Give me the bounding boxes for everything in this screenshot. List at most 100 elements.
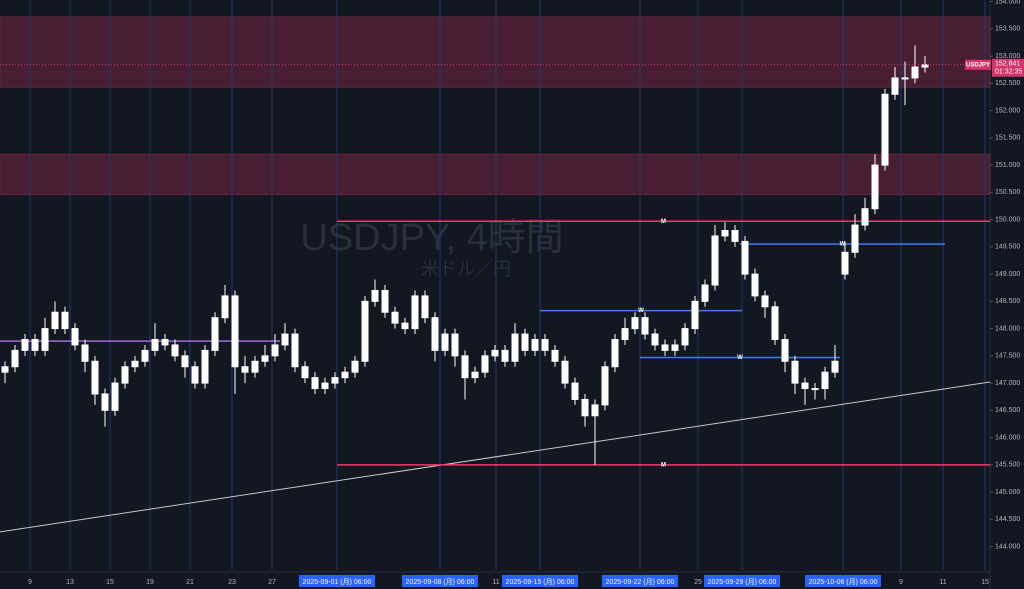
candle-body — [1, 366, 9, 373]
candle-body — [461, 355, 469, 379]
candle-body — [581, 398, 589, 417]
candle-body — [791, 360, 799, 384]
candle-body — [121, 366, 129, 384]
candle-body — [561, 360, 569, 384]
x-tick-highlight — [502, 575, 578, 587]
candle-body — [211, 317, 219, 351]
candle-body — [321, 382, 329, 390]
x-tick-label: 2025-09-08 (月) 06:00 — [406, 578, 475, 586]
candle-body — [171, 344, 179, 357]
zone — [0, 153, 991, 196]
y-tick-label: 148.000 — [995, 325, 1020, 332]
candle-body — [631, 317, 639, 330]
candle-body — [891, 77, 899, 95]
candle-body — [31, 338, 39, 351]
candle-body — [361, 300, 369, 362]
y-tick-label: 146.500 — [995, 407, 1020, 414]
candle-body — [391, 311, 399, 324]
price-tag — [992, 58, 1024, 77]
candle-body — [151, 338, 159, 351]
candle-body — [901, 77, 909, 80]
candle-body — [911, 66, 919, 79]
y-tick-label: 149.500 — [995, 244, 1020, 251]
candle-body — [191, 366, 199, 384]
candle-body — [841, 251, 849, 275]
x-tick-label: 2025-09-15 (月) 06:00 — [506, 578, 575, 586]
y-tick-label: 154.000 — [995, 0, 1020, 5]
watermark-sub: 米ドル／円 — [421, 259, 511, 279]
candle-body — [731, 230, 739, 242]
y-tick-label: 152.500 — [995, 80, 1020, 87]
x-tick-label: 9 — [28, 579, 32, 586]
candle-body — [71, 328, 79, 346]
y-tick-label: 151.500 — [995, 135, 1020, 142]
candle-body — [421, 295, 429, 319]
candle-body — [51, 311, 59, 330]
y-tick-label: 144.000 — [995, 543, 1020, 550]
candle-body — [231, 295, 239, 368]
candle-body — [401, 322, 409, 330]
candle-body — [251, 360, 259, 373]
candle-body — [341, 371, 349, 379]
candle-body — [531, 338, 539, 351]
x-tick-label: 9 — [899, 579, 903, 586]
level-label: W — [638, 308, 644, 314]
candle-body — [651, 333, 659, 346]
y-tick-label: 150.500 — [995, 189, 1020, 196]
x-tick-label: 13 — [66, 579, 74, 586]
candle-body — [541, 338, 549, 351]
candle-body — [751, 273, 759, 297]
candle-body — [771, 306, 779, 340]
candle-body — [721, 230, 729, 237]
x-tick-label: 11 — [939, 579, 946, 586]
candle-body — [311, 377, 319, 390]
y-tick-label: 147.500 — [995, 353, 1020, 360]
candle-body — [831, 360, 839, 373]
candle-body — [281, 333, 289, 346]
candle-body — [761, 295, 769, 308]
x-tick-label: 11 — [492, 579, 499, 586]
candle-body — [701, 284, 709, 302]
x-tick-label: 19 — [146, 579, 154, 586]
candle-body — [501, 349, 509, 362]
candle-body — [241, 366, 249, 373]
y-tick-label: 153.000 — [995, 53, 1020, 60]
y-tick-label: 146.000 — [995, 434, 1020, 441]
candle-body — [441, 333, 449, 351]
level-label: M — [661, 219, 666, 225]
candle-body — [871, 164, 879, 210]
candle-body — [331, 377, 339, 384]
candle-body — [181, 355, 189, 368]
y-tick-label: 144.500 — [995, 516, 1020, 523]
candle-body — [801, 382, 809, 390]
candle-body — [601, 366, 609, 406]
candle-body — [81, 344, 89, 362]
candle-body — [821, 371, 829, 390]
candle-body — [431, 317, 439, 351]
candle-body — [481, 355, 489, 373]
candle-body — [611, 338, 619, 368]
candle-body — [661, 344, 669, 351]
candle-body — [101, 393, 109, 411]
candle-body — [21, 338, 29, 351]
candle-body — [741, 240, 749, 275]
watermark: USDJPY, 4時間 — [300, 217, 563, 259]
x-tick-label: 2025-09-22 (月) 06:00 — [606, 578, 675, 586]
symbol-tag — [965, 59, 991, 70]
candle-body — [551, 349, 559, 362]
candle-body — [521, 333, 529, 351]
level-label: M — [661, 462, 666, 468]
y-tick-label: 152.000 — [995, 107, 1020, 114]
y-tick-label: 151.000 — [995, 162, 1020, 169]
x-tick-label: 15 — [106, 579, 114, 586]
y-tick-label: 149.000 — [995, 271, 1020, 278]
candle-body — [271, 344, 279, 357]
y-tick-label: 150.000 — [995, 216, 1020, 223]
candle-body — [571, 382, 579, 400]
candle-body — [91, 360, 99, 395]
y-tick-label: 145.500 — [995, 462, 1020, 469]
candle-body — [471, 371, 479, 379]
y-tick-label: 145.000 — [995, 489, 1020, 496]
